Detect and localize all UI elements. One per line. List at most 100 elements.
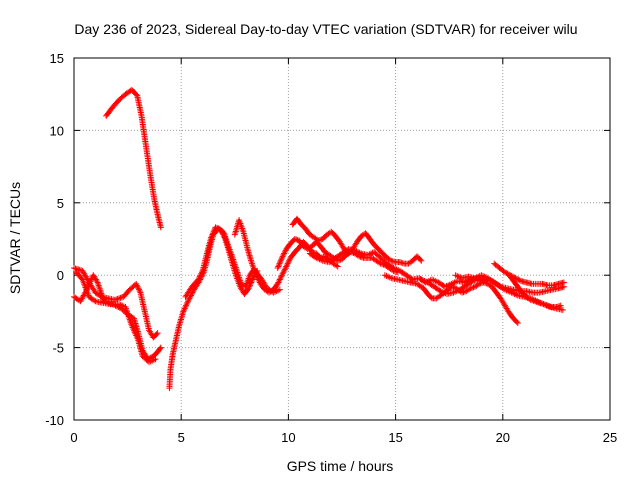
data-point — [284, 260, 291, 267]
data-point — [526, 295, 533, 302]
data-point — [275, 263, 282, 270]
data-point — [275, 279, 282, 286]
data-point — [496, 282, 503, 289]
plot-frame — [73, 57, 611, 421]
data-point — [245, 285, 252, 292]
y-tick-label: 5 — [57, 196, 64, 211]
data-point — [91, 297, 98, 304]
series-arc-4 — [73, 269, 159, 366]
data-point — [281, 266, 288, 273]
data-point — [277, 275, 284, 282]
x-axis-label: GPS time / hours — [287, 458, 394, 474]
x-tick-label: 0 — [70, 430, 77, 445]
data-point — [283, 262, 290, 269]
data-point — [276, 276, 283, 283]
data-point — [278, 273, 285, 280]
y-tick-label: 10 — [50, 123, 64, 138]
data-point — [185, 298, 192, 305]
data-points — [71, 86, 567, 392]
data-point — [277, 257, 284, 264]
data-point — [248, 277, 255, 284]
y-tick-label: -10 — [45, 413, 64, 428]
data-point — [253, 273, 260, 280]
data-point — [183, 302, 190, 309]
data-point — [280, 251, 287, 258]
series-arc-10 — [306, 246, 487, 290]
series-arc-11 — [381, 272, 521, 326]
data-point — [152, 356, 159, 363]
data-point — [282, 264, 289, 271]
data-point — [196, 273, 203, 280]
data-point — [279, 253, 286, 260]
data-point — [278, 254, 285, 261]
data-point — [334, 263, 341, 270]
data-point — [386, 256, 393, 263]
data-point — [466, 286, 473, 293]
data-point — [253, 272, 260, 279]
data-point — [280, 269, 287, 276]
data-point — [198, 269, 205, 276]
data-point — [135, 285, 142, 292]
data-point — [277, 259, 284, 266]
data-point — [254, 275, 261, 282]
data-point — [181, 305, 188, 312]
data-point — [274, 280, 281, 287]
grid-lines — [74, 58, 610, 420]
data-point — [285, 259, 292, 266]
data-point — [208, 233, 215, 240]
data-point — [275, 262, 282, 269]
data-point — [513, 318, 520, 325]
data-point — [559, 306, 566, 313]
data-point — [197, 272, 204, 279]
data-point — [276, 277, 283, 284]
series-arc-9 — [289, 215, 425, 267]
series-arc-6 — [182, 224, 283, 300]
x-tick-label: 5 — [178, 430, 185, 445]
data-point — [208, 234, 215, 241]
x-tick-label: 20 — [496, 430, 510, 445]
data-point — [180, 308, 187, 315]
data-point — [281, 267, 288, 274]
chart-title: Day 236 of 2023, Sidereal Day-to-day VTE… — [74, 21, 577, 37]
data-point — [196, 275, 203, 282]
data-point — [183, 301, 190, 308]
data-point — [249, 276, 256, 283]
data-point — [133, 91, 140, 98]
data-point — [514, 319, 521, 326]
data-point — [255, 276, 262, 283]
series-arc-13 — [452, 272, 567, 296]
data-point — [417, 256, 424, 263]
x-tick-label: 25 — [603, 430, 617, 445]
x-tick-label: 15 — [388, 430, 402, 445]
data-point — [195, 276, 202, 283]
data-point — [427, 294, 434, 301]
data-point — [210, 230, 217, 237]
axis-ticks: 0 5 10 15 20 25 -10 -5 0 5 10 15 — [45, 51, 617, 445]
series-arc-15 — [506, 272, 564, 311]
y-tick-label: -5 — [52, 341, 64, 356]
data-point — [501, 269, 508, 276]
series-arc-1 — [103, 86, 164, 231]
data-point — [182, 304, 189, 311]
data-point — [157, 345, 164, 352]
data-point — [133, 282, 140, 289]
data-point — [184, 299, 191, 306]
y-tick-label: 0 — [57, 268, 64, 283]
data-point — [274, 264, 281, 271]
y-axis-label: SDTVAR / TECUs — [7, 182, 23, 294]
data-point — [198, 270, 205, 277]
data-point — [157, 344, 164, 351]
data-point — [181, 306, 188, 313]
series-arc-8 — [274, 236, 401, 276]
data-point — [516, 277, 523, 284]
data-point — [333, 262, 340, 269]
data-point — [276, 286, 283, 293]
data-point — [281, 250, 288, 257]
data-point — [136, 288, 143, 295]
data-point — [136, 286, 143, 293]
data-point — [515, 276, 522, 283]
data-point — [278, 256, 285, 263]
y-tick-label: 15 — [50, 51, 64, 66]
data-point — [557, 302, 564, 309]
